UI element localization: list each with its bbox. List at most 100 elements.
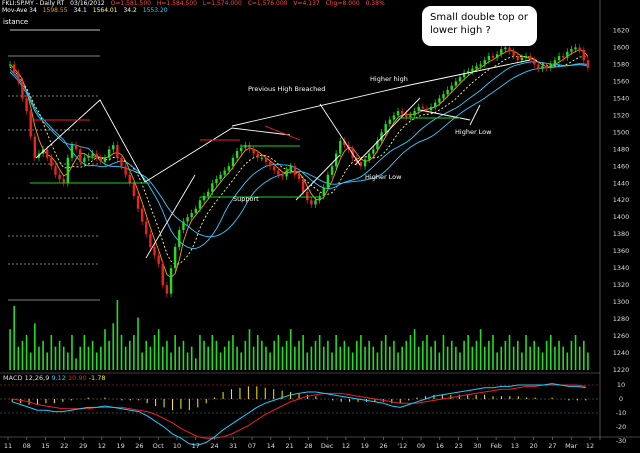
candle-body: [533, 60, 536, 65]
date-tick-label: 22: [60, 442, 68, 450]
candle-body: [198, 200, 202, 209]
candle-body: [475, 66, 478, 69]
annotation-higher-high: Higher high: [370, 75, 408, 83]
candle-body: [483, 60, 486, 65]
macd-value-1: 9.12: [51, 374, 65, 382]
candle-body: [363, 159, 367, 167]
volume-bar: [294, 346, 296, 370]
date-tick-label: 14: [267, 442, 275, 450]
date-tick-label: 12: [586, 442, 594, 450]
candle-body: [29, 111, 32, 137]
date-tick-label: 30: [473, 442, 481, 450]
candle-body: [169, 268, 173, 294]
candle-body: [454, 81, 458, 86]
date-tick-label: 15: [41, 442, 49, 450]
candle-body: [462, 72, 466, 78]
volume-bar: [236, 346, 238, 370]
volume-bar: [372, 346, 375, 370]
candle-body: [322, 187, 325, 196]
candle-body: [231, 157, 235, 167]
candle-body: [79, 149, 82, 163]
volume-bar: [21, 340, 24, 370]
volume-bar: [397, 352, 399, 370]
volume-bar: [450, 340, 453, 370]
candle-body: [471, 68, 474, 72]
volume-bar: [269, 352, 271, 370]
candle-body: [157, 255, 160, 264]
volume-bar: [364, 346, 366, 370]
candle-body: [103, 157, 107, 163]
volume-bar: [426, 335, 428, 370]
candle-body: [417, 106, 420, 112]
candle-body: [330, 166, 334, 175]
volume-bar: [347, 346, 350, 370]
trend-lines: [30, 59, 531, 259]
date-label: 03/16/2012: [70, 0, 105, 7]
volume-bar: [360, 335, 362, 370]
candle-body: [145, 221, 148, 235]
annotation-prev-high: Previous High Breached: [248, 85, 325, 93]
volume-bar: [149, 346, 152, 370]
candle-body: [25, 98, 28, 112]
volume-bar: [549, 335, 552, 370]
candle-body: [219, 174, 222, 180]
candle-body: [173, 246, 177, 269]
date-tick-label: 12: [342, 442, 350, 450]
volume-bar: [75, 358, 77, 370]
price-tick-label: 1340: [613, 264, 630, 272]
volume-bar: [475, 340, 478, 370]
chart-header: FKLI:SP.MY - Daily RT 03/16/2012 O=1,581…: [2, 0, 389, 14]
candle-body: [248, 145, 251, 150]
candle-body: [140, 208, 144, 222]
volume-bar: [558, 340, 560, 370]
candle-body: [487, 55, 491, 61]
candle-body: [12, 64, 16, 73]
volume-bar: [492, 335, 494, 370]
volume-bar: [252, 346, 255, 370]
candle-body: [46, 149, 49, 158]
volume-bar: [384, 335, 387, 370]
volume-bar: [128, 340, 131, 370]
volume-bar: [446, 346, 449, 370]
date-tick-label: 27: [548, 442, 556, 450]
candle-body: [520, 57, 524, 61]
candle-body: [326, 174, 330, 188]
volume-bar: [71, 335, 73, 370]
high-value: H=1,584.500: [156, 0, 197, 7]
price-tick-label: 1540: [613, 94, 630, 102]
candlesticks: [8, 44, 590, 298]
close-value: C=1,576.000: [247, 0, 288, 7]
volume-bar: [38, 346, 40, 370]
price-tick-label: 1260: [613, 332, 630, 340]
candle-body: [54, 166, 57, 175]
candle-body: [586, 60, 590, 68]
price-tick-label: 1320: [613, 281, 630, 289]
volume-bar: [463, 340, 465, 370]
volume-bar: [100, 346, 102, 370]
volume-bars: [9, 300, 589, 370]
price-tick-label: 1400: [613, 213, 630, 221]
volume-bar: [248, 329, 251, 370]
volume-bar: [256, 335, 259, 370]
volume-bar: [112, 323, 115, 370]
ma-period-2: 34.1: [73, 7, 87, 14]
date-tick-label: Mar: [565, 442, 578, 450]
volume-bar: [471, 346, 474, 370]
volume-bar: [244, 340, 247, 370]
volume-bar: [389, 346, 391, 370]
candle-body: [553, 60, 557, 65]
ma-period-3: 34.2: [123, 7, 137, 14]
macd-tick-label: -20: [616, 423, 627, 431]
candle-body: [149, 234, 152, 247]
price-tick-label: 1480: [613, 145, 630, 153]
date-tick-label: 13: [511, 442, 519, 450]
candle-body: [161, 263, 164, 286]
volume-bar: [554, 346, 556, 370]
volume-bar: [13, 305, 15, 370]
candle-body: [136, 196, 140, 209]
volume-bar: [327, 340, 329, 370]
candle-body: [83, 157, 86, 163]
candle-body: [165, 285, 169, 294]
date-tick-label: 21: [285, 442, 293, 450]
